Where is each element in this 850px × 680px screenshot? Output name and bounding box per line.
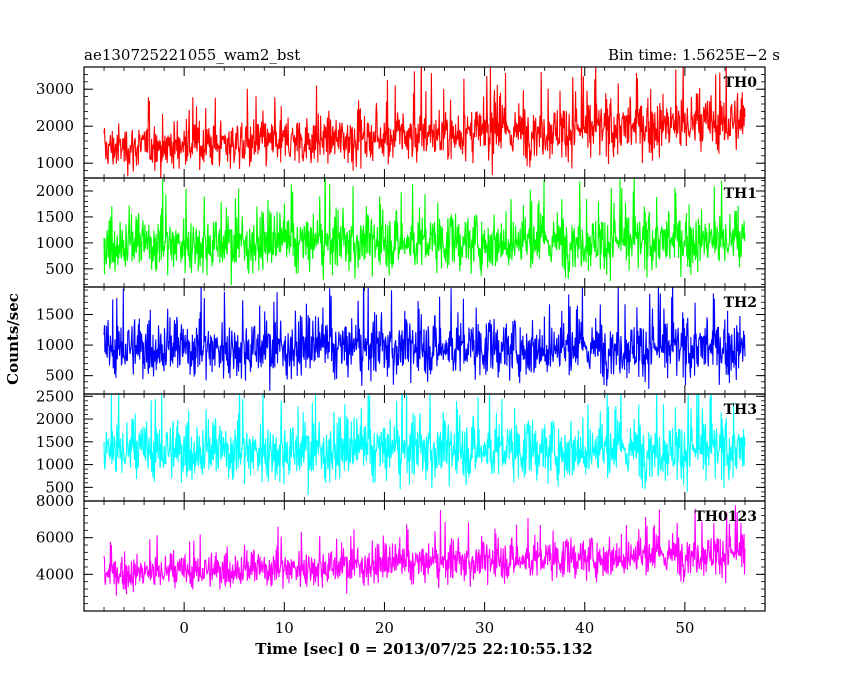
x-axis-title: Time [sec] 0 = 2013/07/25 22:10:55.132 [255, 640, 592, 658]
panel-label-th1: TH1 [724, 186, 757, 202]
panel-label-th0123: TH0123 [694, 509, 757, 525]
x-tick-label: 10 [275, 619, 294, 637]
series-th2 [103, 287, 746, 391]
panel-th1: TH1 500 1000 1500 2000 [36, 177, 766, 288]
x-tick-label: 0 [179, 619, 189, 637]
x-axis: 0 10 20 30 40 50 [179, 619, 694, 637]
series-th3 [103, 394, 746, 495]
y-tick-label-th0: 3000 [36, 80, 74, 98]
y-tick-label-th0: 1000 [36, 154, 74, 172]
panels: TH0 1000 2000 3000 TH1 500 1000 1500 2000 TH2 500 1… [36, 66, 766, 612]
series-th1 [103, 178, 746, 286]
x-tick-label: 40 [575, 619, 594, 637]
y-tick-label-th0123: 6000 [36, 529, 74, 547]
x-tick-label: 30 [475, 619, 494, 637]
x-tick-label: 20 [375, 619, 394, 637]
bin-time-label: Bin time: 1.5625E−2 s [608, 46, 780, 64]
y-tick-label-th3: 2500 [36, 387, 74, 405]
panel-th0123: TH0123 4000 6000 8000 [36, 492, 766, 612]
y-tick-label-th2: 1000 [36, 336, 74, 354]
panel-th2: TH2 500 1000 1500 [36, 286, 766, 395]
y-tick-label-th3: 2000 [36, 410, 74, 428]
y-tick-label-th3: 500 [45, 478, 74, 496]
panel-label-th2: TH2 [724, 295, 757, 311]
series-th0 [103, 67, 746, 178]
panel-th0: TH0 1000 2000 3000 [36, 66, 766, 179]
y-tick-label-th0123: 8000 [36, 492, 74, 510]
panel-th3: TH3 500 1000 1500 2000 2500 [36, 387, 766, 502]
y-tick-label-th0123: 4000 [36, 565, 74, 583]
panel-label-th0: TH0 [724, 75, 758, 91]
y-axis-title: Counts/sec [4, 293, 22, 385]
y-tick-label-th2: 500 [45, 367, 74, 385]
y-tick-label-th3: 1500 [36, 433, 74, 451]
y-tick-label-th0: 2000 [36, 117, 74, 135]
chart-title: ae130725221055_wam2_bst [84, 46, 300, 64]
y-tick-label-th1: 2000 [36, 182, 74, 200]
x-tick-label: 50 [675, 619, 694, 637]
y-tick-label-th1: 500 [45, 260, 74, 278]
y-tick-label-th1: 1500 [36, 208, 74, 226]
y-tick-label-th2: 1500 [36, 306, 74, 324]
panel-label-th3: TH3 [724, 402, 757, 418]
series-th0123 [103, 505, 746, 596]
y-tick-label-th3: 1000 [36, 456, 74, 474]
y-tick-label-th1: 1000 [36, 234, 74, 252]
